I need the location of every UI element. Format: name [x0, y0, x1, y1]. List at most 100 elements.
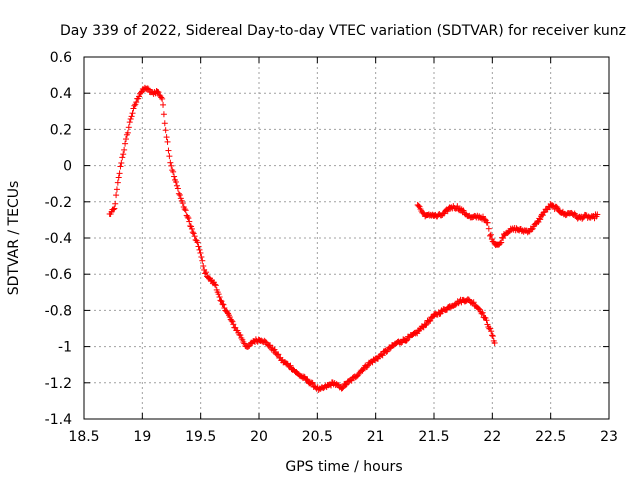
data-point-track-1: [172, 178, 179, 185]
data-point-track-1: [398, 339, 405, 346]
data-point-track-1: [164, 138, 171, 145]
data-point-track-1: [487, 325, 494, 332]
data-point-track-1: [160, 111, 167, 118]
data-point-track-1: [196, 246, 203, 253]
data-point-track-1: [348, 377, 355, 384]
data-point-track-1: [124, 129, 131, 136]
data-point-track-1: [113, 192, 120, 199]
data-point-track-1: [144, 85, 151, 92]
data-point-track-1: [309, 380, 316, 387]
y-tick-label: -0.8: [45, 303, 72, 319]
data-point-track-1: [121, 146, 128, 153]
y-tick-label: -0.4: [45, 231, 72, 247]
data-point-track-1: [199, 257, 206, 264]
data-point-track-2: [539, 212, 546, 219]
data-point-track-1: [175, 190, 182, 197]
data-point-track-1: [229, 318, 236, 325]
data-point-track-1: [491, 339, 498, 346]
data-point-track-1: [403, 337, 410, 344]
data-point-track-1: [170, 168, 177, 175]
data-point-track-1: [167, 159, 174, 166]
data-point-track-1: [188, 225, 195, 232]
data-point-track-1: [129, 110, 136, 117]
data-point-track-1: [118, 159, 125, 166]
y-tick-label: -0.6: [45, 267, 72, 283]
data-point-track-1: [489, 332, 496, 339]
data-point-track-2: [549, 202, 556, 209]
data-point-track-1: [130, 105, 137, 112]
data-point-track-1: [174, 185, 181, 192]
x-tick-label: 21.5: [418, 429, 449, 445]
data-point-track-1: [237, 332, 244, 339]
data-point-track-2: [484, 219, 491, 226]
data-point-track-1: [387, 345, 394, 352]
y-axis-label: SDTVAR / TECUs: [6, 181, 22, 296]
data-point-track-1: [483, 317, 490, 324]
data-point-track-1: [215, 291, 222, 298]
data-point-track-1: [465, 296, 472, 303]
data-point-track-1: [191, 233, 198, 240]
data-point-track-1: [179, 200, 186, 207]
data-point-track-1: [194, 239, 201, 246]
data-point-track-1: [478, 310, 485, 317]
data-point-track-1: [186, 218, 193, 225]
data-point-track-1: [211, 281, 218, 288]
y-tick-label: -1.4: [45, 412, 72, 428]
data-point-track-1: [111, 205, 118, 212]
y-tick-label: 0.4: [50, 86, 72, 102]
data-point-track-1: [489, 333, 496, 340]
data-point-track-1: [117, 163, 124, 170]
data-point-track-1: [224, 309, 231, 316]
y-tick-label: 0.2: [50, 122, 72, 138]
data-point-track-1: [427, 317, 434, 324]
data-point-track-1: [184, 213, 191, 220]
data-point-track-1: [219, 301, 226, 308]
data-point-track-1: [131, 102, 138, 109]
data-point-track-1: [218, 298, 225, 305]
data-point-track-1: [202, 270, 209, 277]
x-tick-label: 22: [483, 429, 501, 445]
data-point-track-1: [271, 346, 278, 353]
data-point-track-1: [123, 136, 129, 143]
data-point-track-1: [158, 94, 165, 101]
data-point-track-1: [475, 305, 482, 312]
data-point-track-1: [122, 140, 129, 147]
data-point-track-1: [162, 127, 169, 134]
data-point-track-1: [133, 99, 140, 106]
data-point-track-2: [487, 232, 493, 239]
tick-layer: 18.5 19 19.5 20 20.5 21 21.5 22 22.5 23 -1.4 -1.2 -1…: [45, 50, 618, 445]
data-point-track-1: [275, 351, 282, 358]
plot-frame: [83, 56, 610, 420]
x-axis-label: GPS time / hours: [285, 459, 402, 475]
data-point-track-1: [308, 379, 315, 386]
data-point-track-2: [540, 209, 547, 216]
y-tick-label: 0.6: [50, 50, 72, 66]
data-point-track-1: [230, 321, 237, 328]
data-point-track-1: [378, 351, 385, 358]
data-point-track-1: [203, 269, 210, 276]
y-tick-label: -1.2: [45, 376, 72, 392]
data-point-track-1: [173, 182, 180, 189]
y-tick-label: -1: [58, 340, 72, 356]
data-point-track-1: [119, 154, 126, 161]
data-point-track-1: [422, 322, 429, 329]
x-tick-label: 20: [250, 429, 268, 445]
data-point-track-1: [195, 243, 202, 250]
data-point-track-2: [528, 226, 535, 233]
data-point-track-1: [177, 195, 184, 202]
chart-title: Day 339 of 2022, Sidereal Day-to-day VTE…: [60, 23, 626, 39]
data-point-track-1: [168, 162, 175, 169]
data-point-track-1: [126, 119, 133, 126]
data-point-track-1: [120, 151, 127, 158]
data-point-track-1: [364, 363, 371, 370]
data-point-track-2: [481, 216, 488, 223]
data-point-track-1: [160, 101, 167, 108]
data-point-track-1: [110, 206, 117, 213]
data-point-track-2: [485, 225, 492, 232]
data-point-track-1: [159, 95, 166, 102]
grid-layer: [84, 57, 609, 419]
data-point-track-1: [115, 174, 122, 181]
data-point-track-1: [116, 170, 123, 177]
